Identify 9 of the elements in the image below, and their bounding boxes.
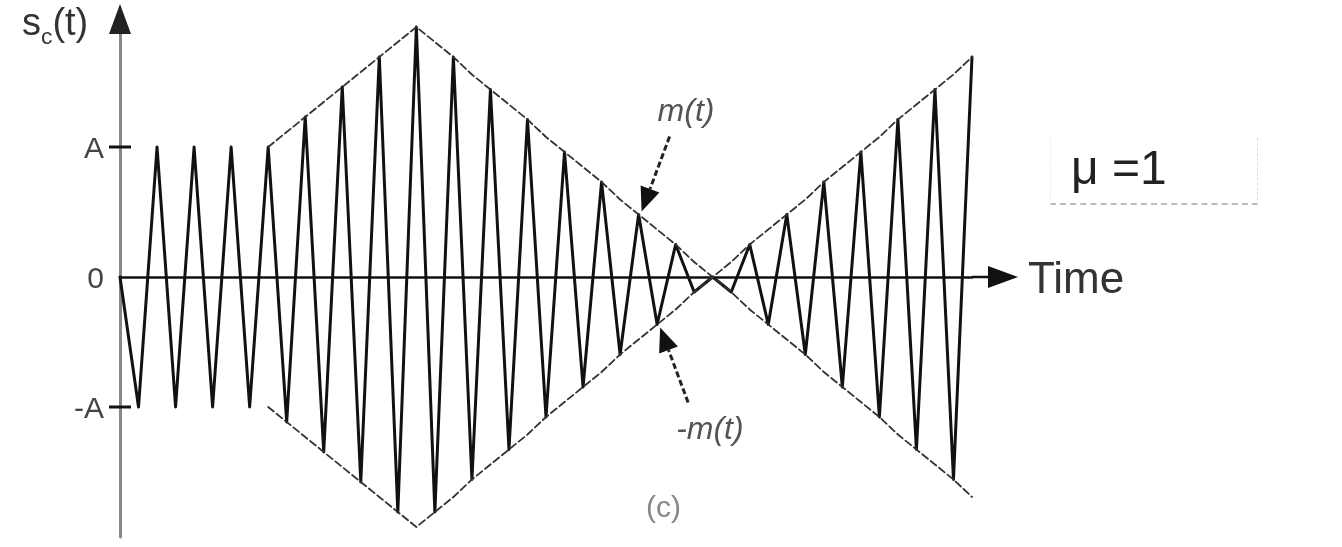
y-axis-title: s$_{c}$(t) bbox=[22, 1, 89, 49]
text: m(t) bbox=[657, 92, 715, 129]
x-axis-title: Time bbox=[1028, 252, 1125, 302]
text: -A bbox=[74, 390, 104, 424]
annotation: (c) bbox=[646, 490, 681, 523]
text: μ =1 bbox=[1050, 138, 1258, 205]
text: A bbox=[83, 130, 104, 164]
text: -m(t) bbox=[676, 409, 744, 446]
text: 0 bbox=[87, 260, 104, 294]
